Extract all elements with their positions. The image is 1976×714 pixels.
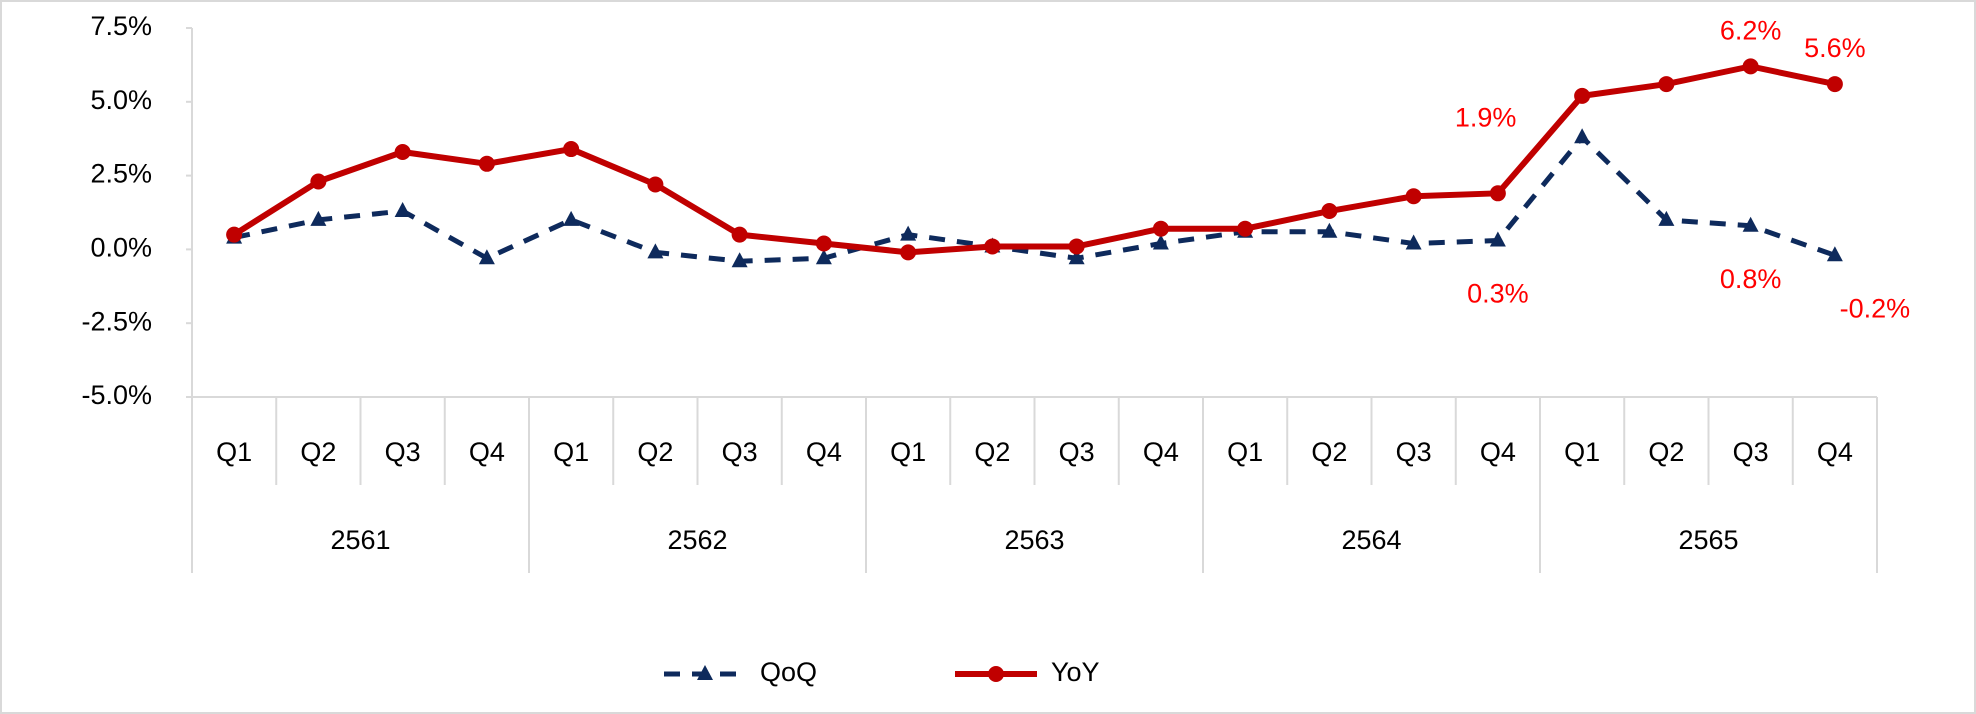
x-tick-label: Q3 bbox=[1396, 437, 1432, 467]
x-tick-label: Q2 bbox=[637, 437, 673, 467]
x-tick-label: Q1 bbox=[216, 437, 252, 467]
x-tick-label: Q4 bbox=[806, 437, 842, 467]
legend-marker bbox=[697, 665, 713, 680]
point bbox=[563, 210, 580, 226]
x-tick-label: Q1 bbox=[1564, 437, 1600, 467]
point bbox=[563, 141, 580, 158]
point bbox=[226, 226, 243, 243]
x-tick-label: Q2 bbox=[974, 437, 1010, 467]
x-tick-label: Q3 bbox=[722, 437, 758, 467]
data-label: 0.3% bbox=[1467, 279, 1529, 309]
point bbox=[1152, 220, 1169, 237]
point bbox=[310, 210, 327, 226]
point bbox=[815, 235, 832, 252]
point bbox=[1405, 188, 1422, 205]
point bbox=[1405, 234, 1422, 250]
group-label: 2561 bbox=[330, 525, 390, 555]
point bbox=[1658, 76, 1675, 93]
point bbox=[647, 176, 664, 193]
group-label: 2565 bbox=[1678, 525, 1738, 555]
point bbox=[1574, 87, 1591, 104]
y-tick-label: 5.0% bbox=[90, 85, 152, 115]
x-tick-label: Q4 bbox=[1817, 437, 1853, 467]
data-label: 1.9% bbox=[1455, 102, 1517, 132]
point bbox=[647, 243, 664, 259]
point bbox=[1658, 210, 1675, 226]
y-tick-label: -5.0% bbox=[81, 380, 152, 410]
point bbox=[1237, 220, 1254, 237]
group-label: 2564 bbox=[1341, 525, 1401, 555]
point bbox=[1321, 222, 1338, 238]
point bbox=[1574, 128, 1591, 144]
y-tick-label: 2.5% bbox=[90, 159, 152, 189]
x-tick-label: Q2 bbox=[1311, 437, 1347, 467]
data-label: -0.2% bbox=[1840, 293, 1911, 323]
data-label: 0.8% bbox=[1720, 264, 1782, 294]
point bbox=[1068, 238, 1085, 255]
x-tick-label: Q4 bbox=[1143, 437, 1179, 467]
x-tick-label: Q1 bbox=[890, 437, 926, 467]
x-tick-label: Q3 bbox=[1059, 437, 1095, 467]
x-tick-label: Q4 bbox=[469, 437, 505, 467]
x-tick-label: Q1 bbox=[553, 437, 589, 467]
point bbox=[731, 226, 748, 243]
point bbox=[1152, 234, 1169, 250]
x-tick-label: Q3 bbox=[385, 437, 421, 467]
point bbox=[900, 225, 917, 241]
point bbox=[815, 249, 832, 265]
point bbox=[984, 238, 1001, 255]
point bbox=[478, 155, 495, 172]
point bbox=[394, 202, 411, 218]
x-tick-label: Q1 bbox=[1227, 437, 1263, 467]
y-tick-label: 7.5% bbox=[90, 11, 152, 41]
data-label: 5.6% bbox=[1804, 33, 1866, 63]
series-line bbox=[233, 134, 1836, 264]
point bbox=[478, 249, 495, 265]
point bbox=[1742, 216, 1759, 232]
point bbox=[1321, 203, 1338, 220]
x-tick-label: Q3 bbox=[1733, 437, 1769, 467]
point bbox=[900, 244, 917, 261]
x-tick-label: Q2 bbox=[300, 437, 336, 467]
x-tick-label: Q2 bbox=[1648, 437, 1684, 467]
point bbox=[394, 143, 411, 160]
legend-label: QoQ bbox=[760, 657, 817, 687]
data-label: 6.2% bbox=[1720, 16, 1782, 46]
point bbox=[1489, 185, 1506, 202]
legend-label: YoY bbox=[1051, 657, 1100, 687]
group-label: 2563 bbox=[1004, 525, 1064, 555]
x-tick-label: Q4 bbox=[1480, 437, 1516, 467]
point bbox=[1826, 76, 1843, 93]
point bbox=[310, 173, 327, 190]
point bbox=[1489, 231, 1506, 247]
point bbox=[1742, 58, 1759, 75]
legend-marker bbox=[988, 666, 1004, 682]
y-tick-label: 0.0% bbox=[90, 233, 152, 263]
point bbox=[731, 252, 748, 268]
y-tick-label: -2.5% bbox=[81, 306, 152, 336]
point bbox=[1826, 246, 1843, 262]
group-label: 2562 bbox=[667, 525, 727, 555]
point bbox=[1068, 249, 1085, 265]
series-line bbox=[232, 63, 1836, 256]
